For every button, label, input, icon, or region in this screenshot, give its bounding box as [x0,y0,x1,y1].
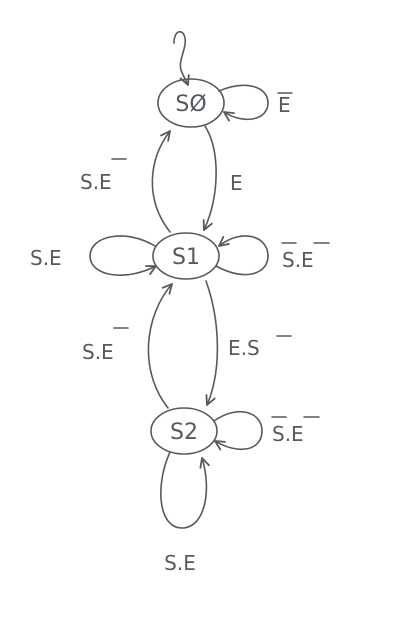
transition-s1-to-s2-label: E.S [228,336,260,360]
transition-s0-to-s1-label: E [230,171,243,195]
state-s1: S1 [152,232,220,280]
transition-s2-to-s1-label: S.E [82,340,114,364]
state-s2-circle [150,407,218,455]
transition-s1-self-left-label: S.E [30,246,62,270]
initial-arrow [173,30,190,86]
transition-s0-self-loop [218,84,269,122]
transition-s1-self-loop-left [89,235,157,276]
transition-s0-to-s1 [202,125,217,231]
transition-s1-self-right-label: S.E [282,248,314,272]
state-s2: S2 [150,407,218,455]
state-s1-circle [152,232,220,280]
state-s0: SØ [157,78,225,128]
transition-s1-to-s2 [205,280,219,406]
state-s1-label: S1 [172,245,200,270]
state-s0-label: SØ [175,92,206,117]
state-s0-circle [157,78,225,128]
transition-s2-to-s1 [147,283,173,409]
transition-s2-self-loop-bottom [160,451,210,529]
transition-s1-self-loop-right [215,235,269,276]
state-s2-label: S2 [170,420,198,445]
transition-s2-self-loop-right [213,411,263,451]
transition-s2-self-bottom-label: S.E [164,551,196,575]
transition-s1-to-s0-label: S.E [80,170,112,194]
transition-s2-self-right-label: S.E [272,422,304,446]
transition-s1-to-s0 [151,130,171,233]
transition-s0-self-label: E [278,93,291,117]
